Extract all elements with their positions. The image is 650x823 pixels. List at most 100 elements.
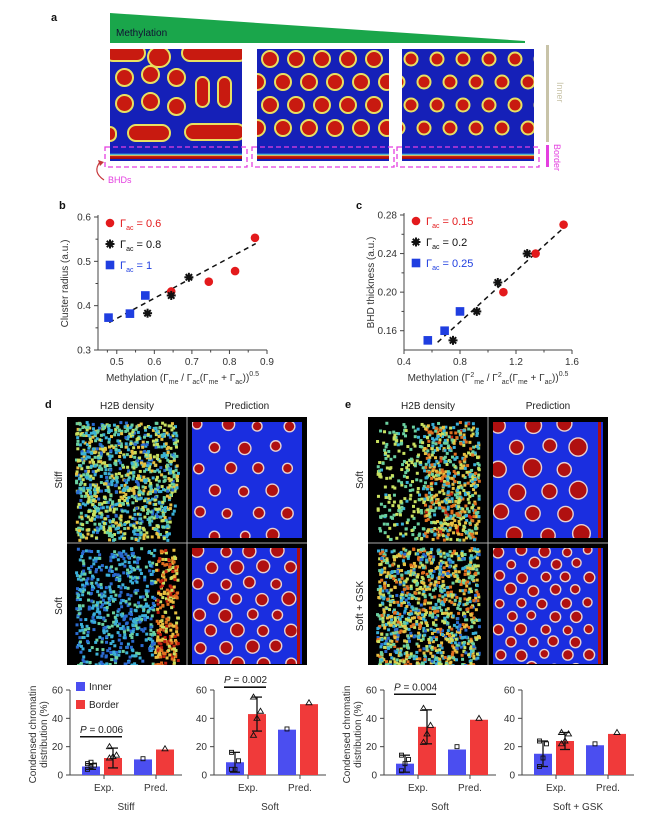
data-point-triangle (161, 744, 169, 752)
y-tick-label: 0.24 (378, 249, 398, 260)
bar-inner (586, 745, 604, 775)
predicted-cluster (245, 639, 260, 654)
predicted-cluster (192, 548, 205, 558)
data-point-square (85, 766, 90, 772)
column-header-h2b-density: H2B density (401, 401, 455, 412)
chromatin-cluster (300, 119, 318, 137)
data-point-square (454, 744, 460, 750)
predicted-cluster (506, 559, 517, 570)
chromatin-cluster (326, 73, 344, 91)
chromatin-cluster (261, 96, 279, 114)
panel-letter-b: b (59, 200, 66, 212)
predicted-cluster (230, 593, 243, 605)
predicted-cluster (541, 483, 558, 500)
data-point-star (522, 249, 532, 259)
chromatin-cluster (195, 76, 210, 108)
chromatin-cluster (468, 74, 484, 90)
data-point-circle (499, 287, 508, 297)
predicted-cluster (493, 503, 510, 520)
predicted-cluster (284, 560, 298, 574)
y-axis-label: distribution (%) (39, 701, 50, 768)
data-point-square (92, 762, 97, 768)
h2b-density-image (368, 543, 488, 665)
predicted-cluster (516, 572, 529, 585)
predicted-cluster (571, 557, 582, 569)
panel-letter-d: d (45, 399, 52, 411)
chromatin-cluster (313, 96, 331, 114)
predicted-cluster (540, 571, 552, 583)
predicted-cluster (283, 422, 296, 433)
h2b-density-image (67, 417, 187, 543)
y-tick-label: 60 (366, 686, 378, 697)
data-point-square (440, 326, 449, 336)
predicted-cluster (265, 527, 280, 538)
legend-swatch-inner (76, 682, 85, 691)
chromatin-cluster (403, 97, 419, 113)
predicted-cluster (524, 422, 543, 435)
chromatin-cluster (429, 97, 445, 113)
legend-marker-circle (105, 218, 115, 228)
data-point-triangle (249, 731, 258, 738)
bar-border (608, 733, 626, 775)
y-tick-label: 0.20 (378, 288, 398, 299)
y-tick-label: 0.3 (77, 346, 91, 357)
chromatin-cluster (365, 50, 383, 68)
y-axis-label: BHD thickness (a.u.) (366, 237, 377, 329)
bhd-arrow-icon (96, 161, 105, 181)
chromatin-cluster (184, 123, 242, 141)
data-point-square (537, 738, 542, 744)
predicted-cluster (251, 422, 263, 432)
predicted-cluster (220, 578, 233, 591)
predicted-cluster (192, 422, 203, 430)
predicted-cluster (194, 505, 207, 518)
column-header-h2b-density: H2B density (100, 401, 154, 412)
chromatin-cluster (455, 97, 471, 113)
data-point-triangle (105, 742, 114, 750)
bar-inner (278, 729, 296, 775)
data-point-square (399, 752, 404, 758)
chromatin-cluster (442, 74, 458, 90)
p-value-label: P = 0.006 (80, 725, 124, 736)
data-point-triangle (256, 707, 265, 714)
predicted-cluster (508, 439, 525, 455)
predicted-cluster (495, 649, 507, 661)
panel-e-images: e H2B density Prediction Soft Soft + GSK (345, 399, 608, 665)
y-axis-label: distribution (%) (353, 701, 364, 768)
chromatin-cluster (115, 68, 134, 87)
predicted-cluster (493, 623, 505, 636)
chromatin-cluster (257, 119, 266, 137)
prediction-image (488, 543, 608, 665)
predicted-cluster (493, 548, 505, 559)
predicted-cluster (192, 577, 204, 590)
y-tick-label: 0.6 (77, 213, 91, 224)
chromatin-cluster (352, 73, 370, 91)
data-point-triangle (426, 721, 435, 728)
bar-chart-d-soft: 0 20 40 60 Exp. Pred. Soft P = 0.002 (196, 675, 326, 813)
predicted-cluster (269, 548, 285, 559)
y-tick-label: 60 (196, 686, 208, 697)
predicted-cluster (493, 460, 507, 479)
chromatin-cluster (507, 97, 523, 113)
bar-border (248, 714, 266, 775)
y-axis-label: Cluster radius (a.u.) (60, 240, 71, 328)
x-tick-label: 0.5 (110, 357, 124, 368)
x-tick-label: 1.2 (509, 357, 523, 368)
bar-inner (448, 749, 466, 775)
bar-chart-e-soft-gsk: 0 20 40 60 Exp. Pred. Soft + GSK (504, 686, 634, 813)
data-point-square (88, 759, 94, 765)
prediction-image (187, 543, 307, 665)
legend-swatch-border (76, 700, 85, 709)
x-tick-label: Exp. (238, 783, 258, 794)
data-point-square (537, 764, 542, 769)
bhd-dashed-box (251, 146, 395, 168)
panel-letter-a: a (51, 12, 58, 24)
predicted-cluster (285, 657, 298, 664)
data-point-triangle (419, 704, 428, 711)
bar-chart-d-stiff: 0 20 40 60 Condensed chromatin distribution (… (28, 682, 182, 813)
y-tick-label: 40 (52, 714, 64, 725)
predicted-cluster (571, 524, 592, 538)
data-point-square (232, 766, 238, 772)
predicted-cluster (281, 462, 294, 474)
chromatin-cluster (442, 120, 458, 136)
methylation-label: Methylation (116, 28, 167, 39)
